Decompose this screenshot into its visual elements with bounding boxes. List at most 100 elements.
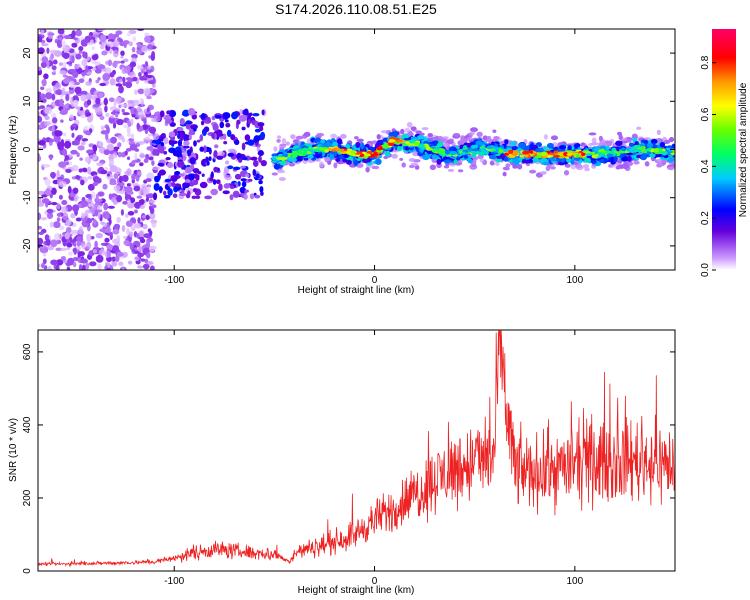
colorbar-label: Normalized spectral amplitude (738, 82, 749, 217)
spectrogram-cell (109, 78, 116, 86)
spectrogram-cell (49, 154, 53, 161)
colorbar-tick-label: 0.8 (700, 55, 711, 69)
spectrogram-cell (141, 124, 149, 130)
spectrogram-cell (76, 152, 80, 158)
spectrogram-cell (621, 148, 626, 152)
spectrogram-cell (38, 66, 42, 71)
spectrogram-cell (252, 113, 260, 117)
snr-x-tick-label: -100 (164, 576, 184, 587)
spectrogram-y-tick-label: 0 (22, 146, 33, 152)
spectrogram-cell (553, 150, 559, 154)
spectrogram-cell (104, 237, 110, 243)
spectrogram-cell (65, 93, 70, 102)
spectrogram-cell (86, 149, 94, 154)
spectrogram-cell (239, 109, 243, 115)
spectrogram-cell (92, 181, 99, 187)
spectrogram-cell (495, 161, 500, 166)
spectrogram-cell (664, 139, 672, 143)
spectrogram-cell (92, 153, 97, 161)
spectrogram-cell (467, 136, 473, 141)
spectrogram-cell (239, 186, 246, 194)
spectrogram-cell (125, 81, 133, 89)
spectrogram-cell (200, 112, 206, 120)
spectrogram-cell (504, 152, 510, 156)
spectrogram-cell (113, 185, 121, 192)
spectrogram-cell (193, 173, 199, 179)
spectrogram-cell (332, 141, 339, 148)
spectrogram-cell (82, 168, 88, 173)
spectrogram-cell (86, 233, 92, 242)
spectrogram-cell (123, 58, 129, 63)
spectrogram-cell (145, 178, 152, 182)
spectrogram-cell (164, 118, 173, 124)
spectrogram-cell (204, 195, 213, 200)
spectrogram-cell (534, 147, 543, 154)
spectrogram-y-tick-label: -20 (22, 238, 33, 253)
spectrogram-cell (116, 216, 121, 223)
spectrogram-cell (80, 141, 86, 146)
spectrogram-cell (223, 141, 228, 145)
spectrogram-cell (75, 53, 82, 60)
spectrogram-cell (86, 71, 92, 75)
spectrogram-cell (137, 29, 145, 32)
spectrogram-cell (227, 152, 235, 157)
spectrogram-cell (146, 252, 151, 259)
spectrogram-cell (41, 56, 48, 63)
spectrogram-cell (303, 131, 311, 138)
spectrogram-cell (120, 55, 124, 59)
spectrogram-cell (107, 59, 113, 67)
spectrogram-cell (38, 124, 43, 130)
spectrogram-cell (63, 91, 72, 96)
spectrogram-cell (512, 158, 521, 165)
spectrogram-cell (225, 160, 230, 165)
spectrogram-cell (182, 109, 190, 117)
spectrogram-cell (581, 152, 586, 156)
spectrogram-cell (40, 29, 45, 36)
spectrogram-cell (404, 146, 410, 151)
spectrogram-cell (453, 159, 458, 164)
spectrogram-cell (254, 128, 261, 133)
spectrogram-cell (661, 159, 668, 164)
spectrogram-cell (148, 205, 153, 211)
spectrogram-cell (584, 157, 591, 163)
spectrogram-cell (139, 198, 145, 205)
spectrogram-cell (375, 158, 382, 165)
snr-marks (38, 330, 675, 568)
spectrogram-cell (479, 157, 485, 163)
spectrogram-cell (163, 150, 168, 155)
spectrogram-cell (98, 249, 106, 256)
spectrogram-cell (116, 251, 124, 257)
spectrogram-cell (298, 153, 303, 157)
spectrogram-cell (188, 134, 192, 141)
spectrogram-cell (137, 246, 142, 253)
spectrogram-cell (70, 149, 78, 155)
spectrogram-cell (136, 49, 143, 55)
spectrogram-cell (139, 205, 145, 210)
spectrogram-cell (273, 146, 278, 152)
spectrogram-cell (121, 225, 126, 232)
spectrogram-cell (188, 130, 196, 136)
spectrogram-cell (45, 91, 53, 100)
spectrogram-cell (247, 118, 252, 125)
spectrogram-cell (388, 132, 395, 137)
spectrogram-cell (234, 173, 242, 180)
spectrogram-cell (160, 141, 165, 147)
spectrogram-cell (222, 190, 230, 195)
spectrogram-cell (273, 163, 280, 170)
snr-y-axis-label: SNR (10 * v/v) (8, 418, 19, 482)
spectrogram-cell (65, 226, 72, 234)
spectrogram-cell (44, 115, 51, 121)
spectrogram-cell (70, 213, 76, 219)
spectrogram-cell (513, 150, 520, 154)
chart-title: S174.2026.110.08.51.E25 (275, 1, 437, 17)
spectrogram-cell (166, 110, 171, 115)
spectrogram-cell (214, 115, 222, 119)
spectrogram-cell (127, 260, 133, 265)
spectrogram-cell (87, 203, 94, 207)
spectrogram-cell (120, 103, 128, 107)
spectrogram-cell (118, 175, 123, 184)
spectrogram-cell (485, 138, 494, 143)
spectrogram-cell (62, 77, 71, 84)
spectrogram-cell (120, 50, 125, 57)
spectrogram-cell (644, 161, 650, 167)
